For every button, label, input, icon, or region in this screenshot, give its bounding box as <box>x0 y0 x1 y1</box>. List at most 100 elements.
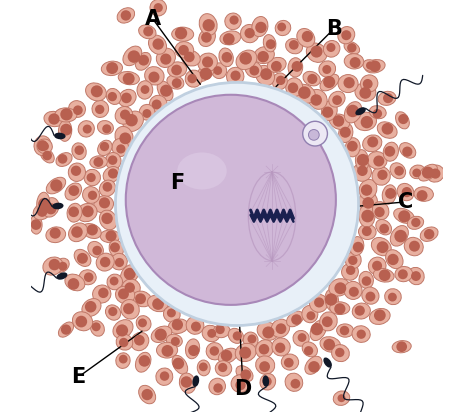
Ellipse shape <box>404 237 423 256</box>
Ellipse shape <box>86 83 106 101</box>
Ellipse shape <box>350 236 364 255</box>
Circle shape <box>411 218 420 227</box>
Ellipse shape <box>131 332 149 351</box>
Circle shape <box>148 72 159 83</box>
Ellipse shape <box>281 354 299 370</box>
Ellipse shape <box>115 106 133 124</box>
Ellipse shape <box>136 316 151 331</box>
Circle shape <box>143 109 151 118</box>
Circle shape <box>401 187 412 197</box>
Ellipse shape <box>254 47 274 63</box>
Circle shape <box>409 241 420 252</box>
Ellipse shape <box>353 163 372 181</box>
Ellipse shape <box>337 324 354 337</box>
Circle shape <box>417 190 428 201</box>
Ellipse shape <box>33 203 51 220</box>
Circle shape <box>362 276 371 286</box>
Circle shape <box>143 26 153 36</box>
Ellipse shape <box>263 375 269 387</box>
Circle shape <box>355 306 365 316</box>
Ellipse shape <box>333 391 350 405</box>
Ellipse shape <box>52 203 64 209</box>
Ellipse shape <box>96 253 114 271</box>
Ellipse shape <box>378 91 396 105</box>
Circle shape <box>60 124 72 136</box>
Circle shape <box>37 140 48 151</box>
Ellipse shape <box>363 135 382 152</box>
Ellipse shape <box>179 373 196 393</box>
Circle shape <box>292 61 302 72</box>
Circle shape <box>141 85 149 94</box>
Ellipse shape <box>98 140 112 156</box>
Ellipse shape <box>382 185 396 204</box>
Ellipse shape <box>167 75 184 89</box>
Ellipse shape <box>84 169 100 186</box>
Circle shape <box>357 166 368 176</box>
Ellipse shape <box>338 26 355 44</box>
Ellipse shape <box>394 208 414 223</box>
Circle shape <box>309 129 319 140</box>
Circle shape <box>116 82 358 325</box>
Circle shape <box>288 82 298 93</box>
Ellipse shape <box>145 67 164 85</box>
Ellipse shape <box>344 42 360 54</box>
Circle shape <box>284 358 294 368</box>
Ellipse shape <box>386 250 403 269</box>
Ellipse shape <box>213 324 230 338</box>
Ellipse shape <box>407 216 424 229</box>
Circle shape <box>110 242 120 252</box>
Circle shape <box>102 182 112 192</box>
Circle shape <box>308 361 320 372</box>
Circle shape <box>377 241 389 253</box>
Ellipse shape <box>302 305 318 323</box>
Ellipse shape <box>185 339 200 359</box>
Ellipse shape <box>77 204 97 222</box>
Circle shape <box>340 326 349 335</box>
Ellipse shape <box>40 148 54 163</box>
Ellipse shape <box>255 340 273 358</box>
Ellipse shape <box>206 343 223 360</box>
Circle shape <box>88 191 97 200</box>
Ellipse shape <box>78 121 94 137</box>
Circle shape <box>379 224 389 234</box>
Circle shape <box>82 206 94 217</box>
Ellipse shape <box>115 126 133 147</box>
Ellipse shape <box>267 57 286 73</box>
Ellipse shape <box>400 143 416 158</box>
Circle shape <box>430 169 440 179</box>
Ellipse shape <box>328 91 345 107</box>
Circle shape <box>68 278 79 290</box>
Circle shape <box>75 316 87 328</box>
Circle shape <box>347 141 358 152</box>
Ellipse shape <box>320 337 341 352</box>
Ellipse shape <box>107 274 123 290</box>
Circle shape <box>73 105 83 115</box>
Ellipse shape <box>245 61 262 77</box>
Ellipse shape <box>271 319 290 337</box>
Ellipse shape <box>168 319 188 334</box>
Ellipse shape <box>319 312 337 331</box>
Ellipse shape <box>373 201 389 220</box>
Circle shape <box>362 226 372 236</box>
Ellipse shape <box>82 224 101 239</box>
Circle shape <box>173 358 184 369</box>
Circle shape <box>385 188 396 199</box>
Ellipse shape <box>260 374 276 390</box>
Ellipse shape <box>220 31 241 45</box>
Circle shape <box>116 144 126 154</box>
Circle shape <box>92 246 102 255</box>
Circle shape <box>160 54 172 65</box>
Ellipse shape <box>172 27 194 41</box>
Ellipse shape <box>236 50 257 70</box>
Circle shape <box>187 74 197 83</box>
Circle shape <box>100 142 109 151</box>
Ellipse shape <box>147 295 168 312</box>
Ellipse shape <box>344 281 362 300</box>
Ellipse shape <box>390 225 409 246</box>
Circle shape <box>188 345 200 356</box>
Circle shape <box>119 338 128 347</box>
Circle shape <box>361 116 373 128</box>
Circle shape <box>332 95 342 105</box>
Ellipse shape <box>118 89 136 107</box>
Circle shape <box>239 347 251 359</box>
